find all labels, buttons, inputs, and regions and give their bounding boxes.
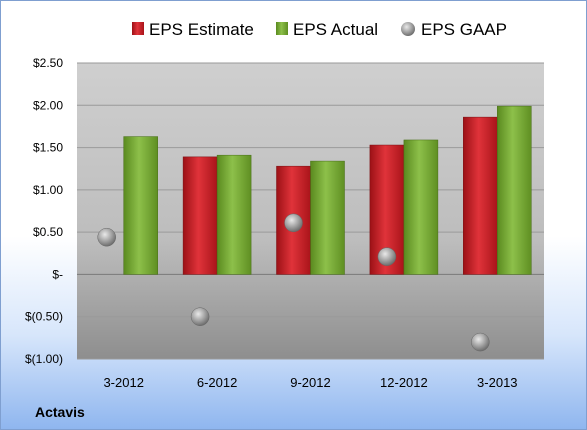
point-eps-gaap [97, 227, 116, 247]
bars [123, 105, 532, 275]
point-eps-gaap [190, 307, 210, 326]
bar-eps-actual [403, 139, 439, 275]
gaap-points [97, 213, 490, 352]
point-eps-gaap [377, 247, 397, 266]
y-axis-labels: $2.50 $2.00 $1.50 $1.00 $0.50 $- $(0.50) $(1.00… [25, 56, 63, 366]
x-tick-label: 9-2012 [290, 375, 330, 390]
legend-swatch-gaap [401, 22, 415, 36]
x-tick-label: 12-2012 [380, 375, 428, 390]
y-tick-label: $1.00 [33, 183, 63, 197]
company-name: Actavis [35, 404, 85, 420]
y-tick-label: $2.50 [33, 56, 63, 70]
y-tick-label: $1.50 [33, 141, 63, 155]
legend-label-gaap: EPS GAAP [421, 20, 507, 39]
bar-eps-actual [497, 105, 532, 275]
bar-eps-actual [123, 136, 158, 275]
bar-eps-actual [310, 160, 345, 275]
x-tick-label: 6-2012 [197, 375, 237, 390]
x-tick-label: 3-2012 [103, 375, 143, 390]
y-tick-label: $(0.50) [25, 310, 63, 324]
point-eps-gaap [471, 332, 490, 352]
legend-label-actual: EPS Actual [293, 20, 378, 39]
point-eps-gaap [284, 213, 303, 233]
y-tick-label: $(1.00) [25, 352, 63, 366]
legend-swatch-estimate [132, 22, 144, 35]
legend: EPS Estimate EPS Actual EPS GAAP [132, 20, 507, 39]
legend-label-estimate: EPS Estimate [149, 20, 254, 39]
legend-swatch-actual [276, 22, 288, 35]
x-tick-label: 3-2013 [477, 375, 517, 390]
bar-eps-estimate [463, 116, 498, 275]
bar-eps-actual [216, 154, 252, 275]
y-tick-label: $- [52, 267, 63, 281]
y-tick-label: $2.00 [33, 98, 63, 112]
y-tick-label: $0.50 [33, 225, 63, 239]
x-axis-labels: 3-2012 6-2012 9-2012 12-2012 3-2013 [103, 375, 517, 390]
bar-eps-estimate [182, 156, 218, 275]
